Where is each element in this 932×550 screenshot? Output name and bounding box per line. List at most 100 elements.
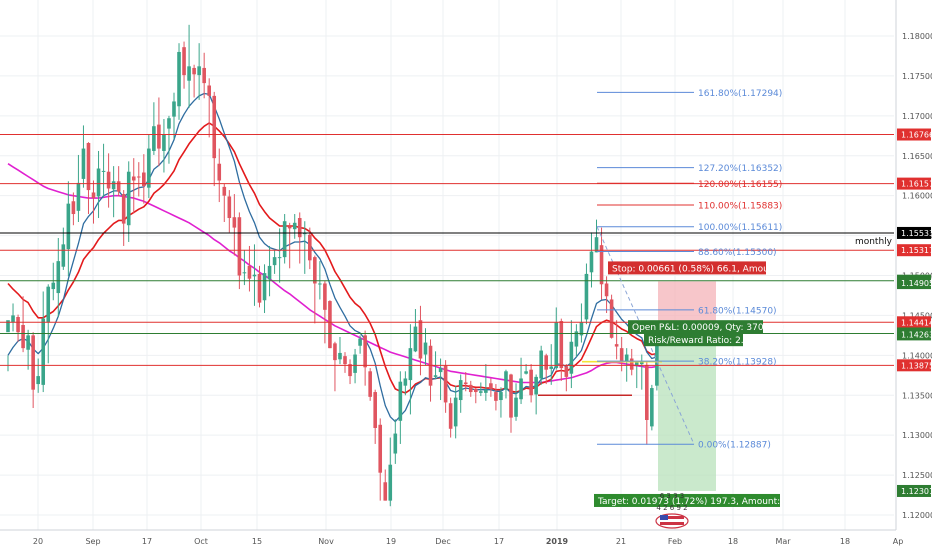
- candle: [227, 190, 232, 233]
- candle-body: [353, 354, 357, 373]
- candle-body: [11, 315, 15, 323]
- candle-body: [157, 124, 161, 149]
- candle-body: [604, 283, 609, 297]
- candle-body: [433, 375, 438, 377]
- candle-body: [499, 392, 503, 401]
- fibonacci-extension[interactable]: 161.80%(1.17294) 127.20%(1.16352) 120.00%(…: [596, 89, 782, 451]
- candle: [106, 153, 111, 208]
- time-tick-label: 21: [616, 537, 626, 546]
- candle: [292, 214, 297, 239]
- fib-level-label: 100.00%(1.15611): [698, 223, 782, 233]
- candle: [453, 385, 458, 439]
- open-pnl-label[interactable]: Open P&L: 0.00009, Qty: 37021 (0.49): [628, 320, 805, 334]
- candle: [509, 373, 513, 433]
- candle-body: [650, 388, 654, 427]
- candle: [272, 249, 277, 274]
- candle-body: [473, 388, 478, 393]
- flag-icon-stripe: [660, 516, 684, 519]
- candle-body: [292, 222, 297, 230]
- candle-body: [167, 118, 171, 129]
- price-tag: 1.16766: [897, 128, 932, 141]
- candle: [21, 296, 25, 353]
- price-tag: 1.15317: [897, 244, 932, 257]
- candle: [91, 180, 96, 224]
- candle-body: [494, 392, 498, 401]
- candle: [71, 192, 76, 226]
- price-tag-label: 1.16766: [901, 131, 932, 140]
- candle: [66, 181, 71, 277]
- candle-body: [594, 237, 599, 253]
- price-tick-label: 1.18000: [902, 32, 932, 41]
- candle-body: [534, 376, 538, 395]
- candle-body: [262, 273, 267, 301]
- candle-body: [629, 358, 634, 370]
- candle: [549, 344, 554, 385]
- candle-body: [338, 352, 342, 360]
- candle: [463, 372, 468, 392]
- price-axis[interactable]: 1.18000 1.17500 1.17000 1.16500 1.16000 1.155…: [895, 0, 932, 550]
- candle: [438, 358, 443, 401]
- candle-body: [609, 299, 614, 338]
- candle-body: [142, 172, 146, 187]
- candle-body: [76, 182, 81, 211]
- candle-body: [147, 148, 151, 188]
- candle: [650, 384, 654, 431]
- candle-body: [373, 392, 377, 428]
- candle-body: [6, 320, 10, 333]
- candle-body: [323, 283, 327, 310]
- candle: [529, 364, 533, 403]
- ma-slow-line: [7, 122, 658, 394]
- time-axis[interactable]: 20 Sep 17 Oct 15 Nov 19 Dec 17 2019 21 Feb 18 Mar 18 Ap: [0, 529, 932, 550]
- candle-body: [554, 322, 559, 369]
- candle: [36, 358, 40, 393]
- candle: [418, 305, 423, 376]
- candle: [207, 78, 211, 138]
- candle-body: [172, 101, 176, 117]
- stop-label[interactable]: Stop: 0.00661 (0.58%) 66.1, Amount: 750: [608, 261, 801, 275]
- price-tick-label: 1.12000: [902, 511, 932, 520]
- candle: [393, 419, 398, 464]
- candle: [348, 359, 352, 385]
- stats-bottom: 4 2 6 9 2: [656, 504, 687, 512]
- candle: [569, 320, 574, 389]
- price-tag: 1.13875: [897, 359, 932, 372]
- candle: [645, 360, 649, 445]
- candle-body: [136, 176, 141, 178]
- fib-level-label: 88.60%(1.15300): [698, 248, 777, 258]
- target-label[interactable]: Target: 0.01973 (1.72%) 197.3, Amount: 1…: [594, 493, 820, 507]
- candle-body: [438, 368, 443, 373]
- price-tag: 1.14905: [897, 277, 932, 290]
- candle-body: [443, 365, 448, 403]
- candle-body: [111, 181, 116, 190]
- candle-body: [126, 171, 131, 226]
- candle-body: [569, 341, 574, 374]
- candle: [383, 469, 388, 501]
- horizontal-levels: monthly: [0, 134, 894, 397]
- candle: [61, 227, 66, 270]
- short-position-tool[interactable]: Stop: 0.00661 (0.58%) 66.1, Amount: 750 O…: [594, 261, 820, 529]
- candle: [604, 276, 609, 314]
- time-tick-label: Mar: [775, 537, 791, 546]
- candle-body: [599, 245, 604, 285]
- candle: [242, 249, 247, 286]
- time-tick-label: 17: [494, 537, 504, 546]
- candle-body: [131, 176, 136, 181]
- price-tag-label: 1.14263: [901, 330, 932, 339]
- candle: [302, 221, 307, 274]
- risk-reward-label[interactable]: Risk/Reward Ratio: 2.98: [644, 333, 755, 347]
- candle: [237, 212, 242, 290]
- candle-body: [16, 317, 20, 333]
- fib-level-label: 161.80%(1.17294): [698, 89, 782, 99]
- risk-reward-label-bg: [644, 333, 743, 347]
- candle: [353, 348, 357, 384]
- candle: [86, 142, 91, 215]
- candle: [46, 284, 51, 364]
- candle-body: [297, 218, 302, 238]
- candle-body: [31, 335, 35, 390]
- candle-body: [639, 361, 644, 365]
- candle-body: [192, 67, 196, 75]
- candle-body: [71, 201, 76, 215]
- candle-body: [333, 343, 337, 361]
